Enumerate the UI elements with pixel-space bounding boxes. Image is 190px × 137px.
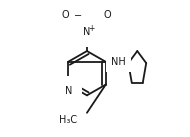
Text: NH: NH bbox=[111, 57, 126, 67]
Text: N: N bbox=[83, 27, 91, 37]
Text: −: − bbox=[74, 11, 82, 21]
Text: +: + bbox=[88, 24, 94, 33]
Text: N: N bbox=[65, 86, 73, 96]
Text: O: O bbox=[62, 10, 70, 20]
Text: H₃C: H₃C bbox=[59, 115, 78, 125]
Text: O: O bbox=[103, 10, 111, 20]
